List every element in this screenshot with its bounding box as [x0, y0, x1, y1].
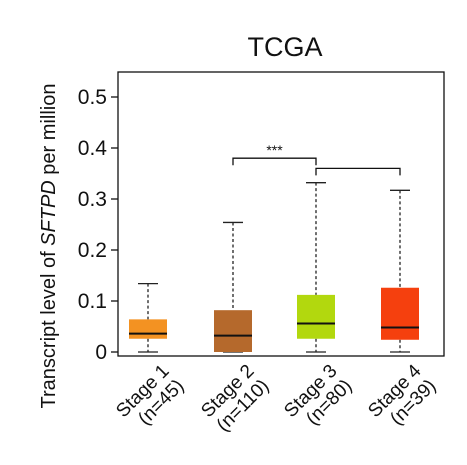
y-tick-label-4: 0.4	[78, 137, 108, 160]
box-iqr-1	[129, 319, 167, 339]
x-label-4: Stage 4(n=39)	[364, 360, 440, 436]
y-axis-label-prefix: Transcript level of	[38, 246, 60, 409]
y-tick-label-3: 0.3	[78, 188, 107, 211]
x-label-2: Stage 2(n=110)	[197, 361, 273, 437]
boxes	[129, 182, 419, 353]
box-2	[214, 221, 252, 353]
significance-bracket-2	[315, 167, 401, 176]
y-axis-label-gene: SFTPD	[38, 180, 60, 246]
box-iqr-2	[214, 310, 252, 352]
bracket-line-1	[232, 157, 317, 166]
box-iqr-3	[297, 294, 335, 339]
bracket-line-2	[315, 167, 401, 176]
box-1	[129, 283, 167, 353]
x-label-3: Stage 3(n=80)	[280, 361, 356, 437]
x-axis-labels: Stage 1(n=45) Stage 2(n=110) Stage 3(n=80)…	[112, 360, 440, 436]
significance-brackets: ***	[232, 142, 401, 176]
x-label-1: Stage 1(n=45)	[112, 361, 188, 437]
y-axis-label-suffix: per million	[38, 84, 60, 181]
y-tick-label-5: 0.5	[78, 86, 107, 109]
y-tick-label-1: 0.1	[78, 290, 107, 313]
y-tick-label-2: 0.2	[78, 239, 107, 262]
box-4	[381, 189, 419, 353]
chart-title: TCGA	[247, 32, 322, 62]
y-axis-label: Transcript level of SFTPD per million	[38, 84, 60, 409]
plot-frame	[117, 71, 445, 357]
box-3	[297, 182, 335, 353]
box-iqr-4	[381, 287, 419, 340]
significance-label-1: ***	[266, 142, 283, 158]
y-tick-label-0: 0	[95, 341, 107, 364]
y-axis: 0 0.1 0.2 0.3 0.4 0.5	[78, 86, 118, 364]
significance-bracket-1: ***	[232, 142, 317, 166]
